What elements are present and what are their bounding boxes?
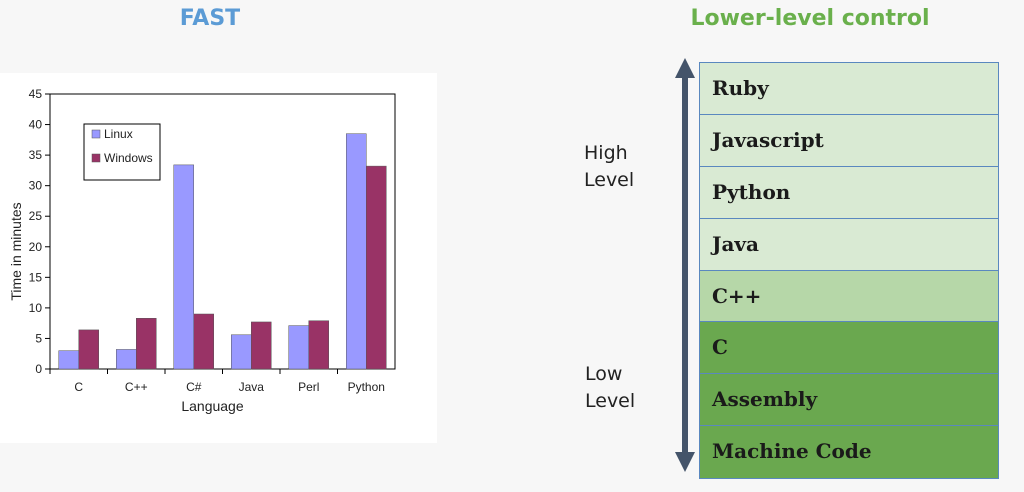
x-tick-label: C xyxy=(74,380,83,394)
fast-heading: FAST xyxy=(179,6,241,31)
legend-label-windows: Windows xyxy=(104,151,153,165)
arrow-up-head xyxy=(675,58,695,78)
bar-windows-3 xyxy=(251,321,272,370)
stack-layer-c: C xyxy=(700,322,998,375)
bar-windows-4 xyxy=(308,320,329,370)
y-tick-label: 40 xyxy=(29,118,43,132)
bar-windows-1 xyxy=(136,318,157,370)
y-tick-label: 5 xyxy=(35,331,42,345)
x-tick-label: Python xyxy=(348,380,385,394)
stack-layer-machine-code: Machine Code xyxy=(700,426,998,479)
x-tick-label: C# xyxy=(186,380,202,394)
language-level-stack: Ruby Javascript Python Java C++ C Assembly Mach… xyxy=(699,62,999,480)
legend-label-linux: Linux xyxy=(104,127,133,141)
double-arrow-icon xyxy=(675,58,695,472)
bar-linux-2 xyxy=(173,164,194,370)
y-tick-label: 15 xyxy=(29,270,43,284)
x-axis-label: Language xyxy=(181,398,244,414)
y-tick-label: 10 xyxy=(29,301,43,315)
lower-level-control-heading: Lower-level control xyxy=(690,6,930,31)
legend-swatch-windows xyxy=(91,153,101,163)
y-tick-label: 25 xyxy=(29,209,43,223)
arrow-down-head xyxy=(675,452,695,472)
bar-linux-1 xyxy=(116,349,137,370)
y-tick-label: 0 xyxy=(35,362,42,376)
bar-windows-0 xyxy=(78,329,99,370)
bar-linux-4 xyxy=(288,325,309,370)
stack-layer-javascript: Javascript xyxy=(700,114,998,167)
y-tick-label: 35 xyxy=(29,148,43,162)
high-level-label: High Level xyxy=(584,142,635,191)
y-axis-label: Time in minutes xyxy=(8,202,24,300)
stack-layer-python: Python xyxy=(700,166,998,219)
y-tick-label: 20 xyxy=(29,240,43,254)
x-tick-label: Java xyxy=(239,380,265,394)
y-tick-label: 30 xyxy=(29,179,43,193)
arrow-shaft xyxy=(682,76,688,454)
stack-layer-cplus-plus: C++ xyxy=(700,270,998,323)
stack-layer-java: Java xyxy=(700,218,998,271)
bar-windows-5 xyxy=(366,165,387,370)
legend-swatch-linux xyxy=(91,129,101,139)
chart-panel: 0 5 10 15 20 25 30 35 40 45 C C++ C# Java Perl Python La… xyxy=(0,73,437,443)
bar-linux-5 xyxy=(346,133,367,370)
x-tick-label: C++ xyxy=(125,380,148,394)
bar-linux-3 xyxy=(231,334,252,370)
y-tick-label: 45 xyxy=(29,87,43,101)
low-level-label: Low Level xyxy=(585,363,636,412)
x-tick-label: Perl xyxy=(298,380,319,394)
bar-linux-0 xyxy=(58,350,79,370)
stack-layer-ruby: Ruby xyxy=(700,63,998,115)
bar-windows-2 xyxy=(193,313,214,370)
bar-chart: 0 5 10 15 20 25 30 35 40 45 C C++ C# Java Perl Python La… xyxy=(8,87,396,414)
stack-layer-assembly: Assembly xyxy=(700,374,998,427)
